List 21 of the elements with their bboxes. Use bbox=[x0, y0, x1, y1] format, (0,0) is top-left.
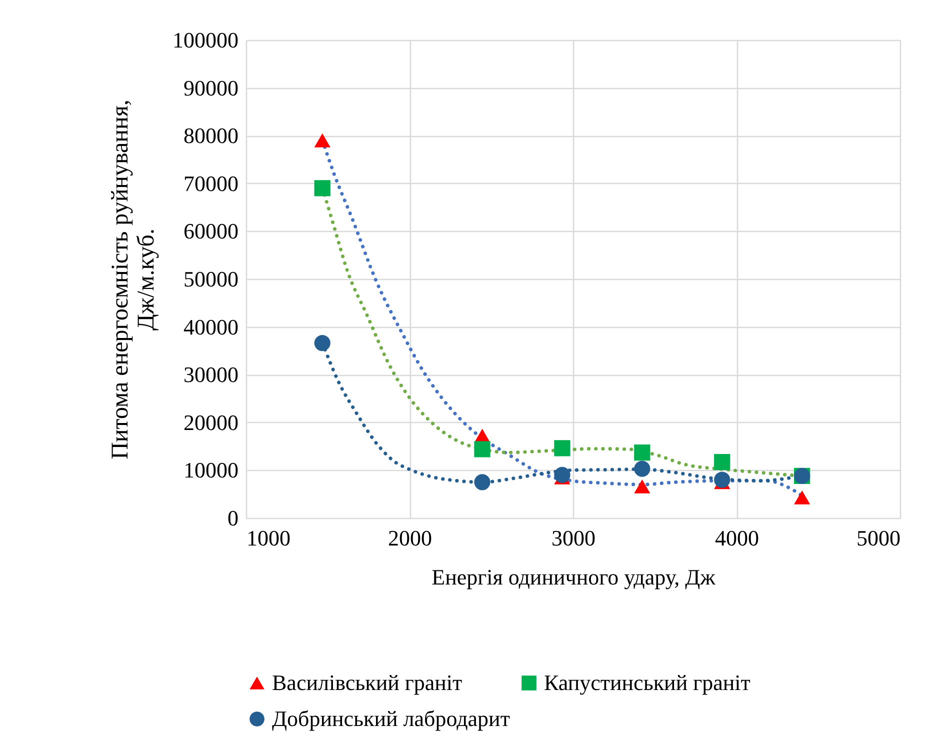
y-tick-label: 30000 bbox=[184, 362, 238, 388]
legend-label: Добринський лабродарит bbox=[272, 706, 510, 731]
y-tick-label: 40000 bbox=[184, 314, 238, 340]
y-tick-label: 50000 bbox=[184, 266, 238, 292]
x-tick-label: 1000 bbox=[246, 526, 290, 550]
y-tick-label: 20000 bbox=[184, 410, 238, 435]
y-axis-title: Питома енергоємність руйнування, Дж/м.куб. bbox=[108, 100, 160, 460]
x-axis-title: Енергія одиничного удару, Дж bbox=[432, 564, 716, 590]
y-tick-label: 80000 bbox=[184, 123, 238, 148]
y-tick-label: 0 bbox=[228, 506, 238, 530]
y-tick-label: 60000 bbox=[184, 218, 238, 244]
x-tick-label: 5000 bbox=[856, 526, 900, 550]
x-tick-label: 2000 bbox=[388, 526, 432, 550]
y-tick-label: 10000 bbox=[184, 458, 238, 483]
y-tick-label: 70000 bbox=[184, 170, 238, 196]
y-tick-label: 100000 bbox=[172, 28, 238, 52]
x-tick-label: 3000 bbox=[552, 526, 596, 550]
legend-label: Василівський граніт bbox=[272, 670, 463, 695]
y-tick-label: 90000 bbox=[184, 75, 238, 100]
x-tick-label: 4000 bbox=[715, 526, 759, 550]
legend-label: Капустинський граніт bbox=[544, 670, 751, 695]
